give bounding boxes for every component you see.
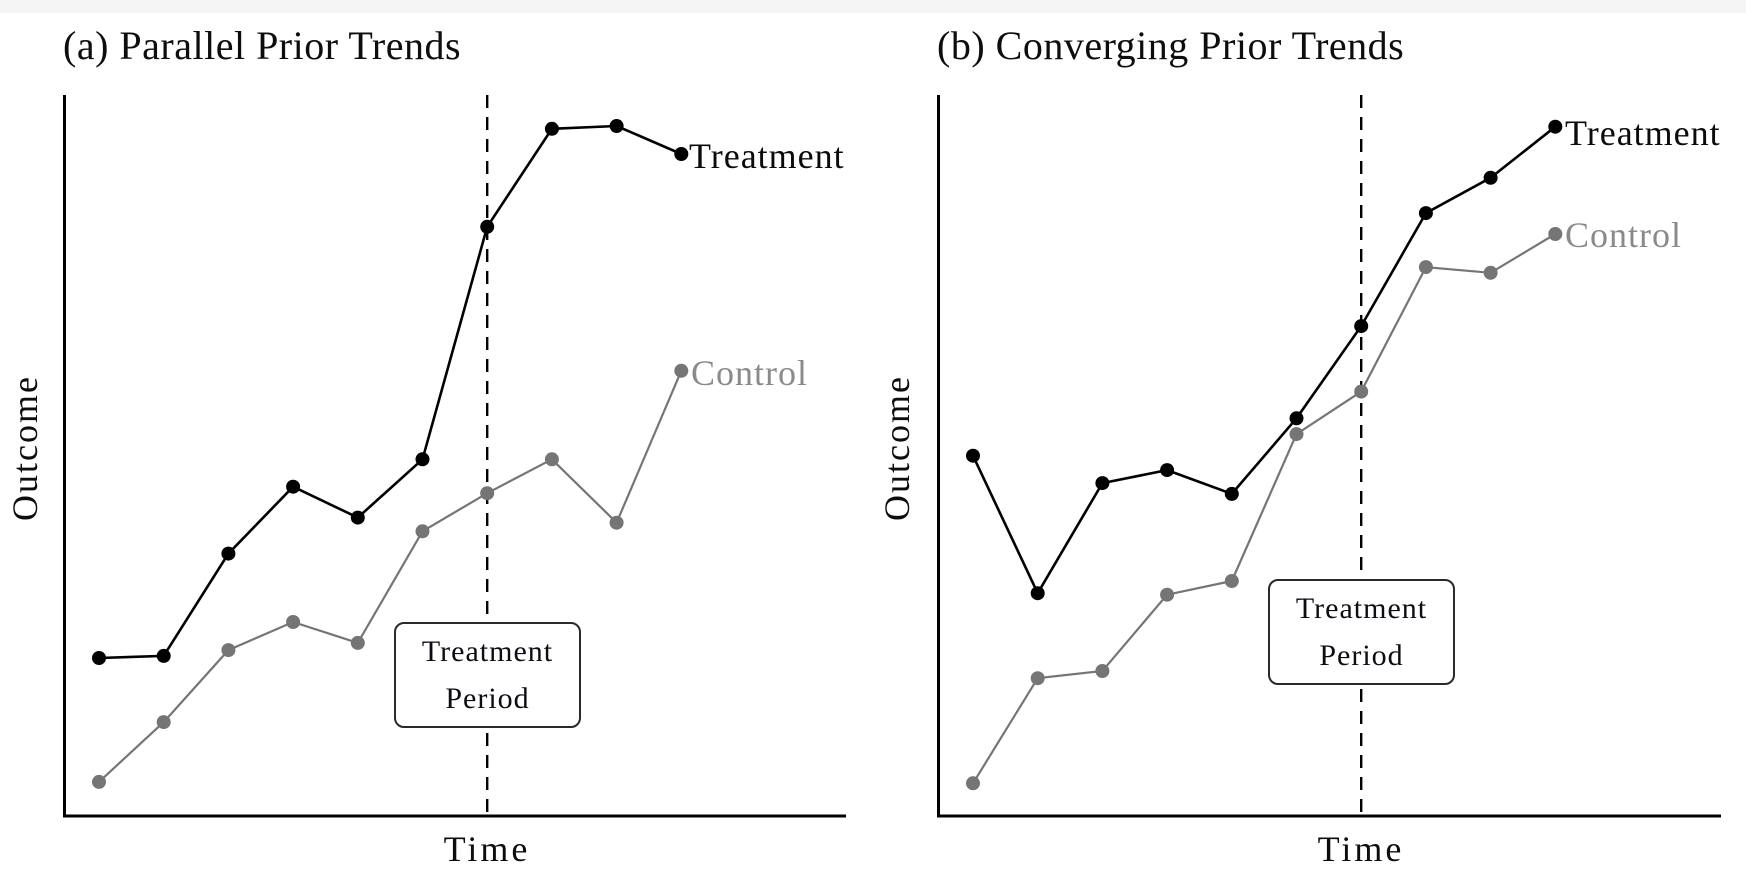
treatment-point <box>480 219 495 234</box>
control-point <box>221 643 236 658</box>
treatment-point <box>544 121 559 136</box>
panel-b-title: (b) Converging Prior Trends <box>937 23 1405 68</box>
panel-b-control-label: Control <box>1565 215 1683 255</box>
panel-a-title: (a) Parallel Prior Trends <box>63 23 462 68</box>
treatment-point <box>1160 463 1175 478</box>
control-point <box>966 776 980 791</box>
treatment-period-box-a: Treatment Period <box>394 622 581 728</box>
control-point <box>480 486 495 501</box>
control-line-a <box>98 370 683 783</box>
control-line-b <box>972 233 1556 784</box>
control-point <box>674 363 689 378</box>
panel-a-x-axis-label: Time <box>443 829 531 869</box>
treatment-point <box>1289 411 1304 426</box>
control-point <box>609 515 624 530</box>
control-point <box>1224 574 1239 588</box>
control-point <box>415 524 430 539</box>
control-point <box>1095 664 1110 678</box>
panel-a-treatment-label: Treatment <box>689 136 845 176</box>
control-point <box>1160 587 1175 602</box>
panel-b-series-control <box>966 227 1563 791</box>
treatment-period-box-a-line2: Period <box>445 682 530 715</box>
treatment-point <box>1095 476 1110 491</box>
treatment-point <box>350 510 365 525</box>
treatment-point <box>1224 486 1239 501</box>
control-point <box>1030 671 1045 686</box>
panel-a-control-label: Control <box>691 353 809 393</box>
treatment-point <box>1354 319 1369 334</box>
treatment-period-box-b-line1: Treatment <box>1295 592 1428 625</box>
treatment-point <box>415 452 430 467</box>
treatment-point <box>156 648 171 663</box>
control-point <box>1483 265 1498 280</box>
control-point <box>92 774 106 789</box>
treatment-point <box>1418 206 1433 221</box>
treatment-point <box>1548 119 1563 134</box>
treatment-line-a <box>98 124 682 660</box>
treatment-point <box>92 651 106 665</box>
control-point <box>350 635 365 650</box>
control-point <box>1289 427 1304 442</box>
treatment-period-box-b: Treatment Period <box>1268 579 1455 685</box>
treatment-period-box-b-line2: Period <box>1319 639 1404 672</box>
panel-a-y-axis-label: Outcome <box>5 375 45 521</box>
control-point <box>1418 260 1433 275</box>
treatment-line-b <box>971 125 1557 596</box>
treatment-point <box>221 546 236 561</box>
top-strip <box>0 0 1746 13</box>
treatment-period-box-a-line1: Treatment <box>421 635 554 668</box>
panel-b-x-axis-label: Time <box>1317 829 1405 869</box>
treatment-point <box>674 147 689 161</box>
panel-b-treatment-label: Treatment <box>1565 113 1721 153</box>
panel-b-y-axis-label: Outcome <box>877 375 917 521</box>
control-point <box>544 452 559 467</box>
panel-a-axes <box>63 95 846 818</box>
panel-a-series-treatment <box>92 119 689 665</box>
control-point <box>286 615 301 629</box>
treatment-point <box>966 448 980 463</box>
control-point <box>1548 227 1563 241</box>
treatment-point <box>286 479 301 494</box>
treatment-point <box>1483 170 1498 185</box>
panel-b-axes <box>937 95 1721 818</box>
treatment-point <box>1030 586 1045 601</box>
panel-a-series-control <box>92 363 689 789</box>
treatment-point <box>609 119 624 133</box>
panel-b-series-treatment <box>966 119 1563 601</box>
control-point <box>1354 384 1369 399</box>
control-point <box>156 715 171 730</box>
